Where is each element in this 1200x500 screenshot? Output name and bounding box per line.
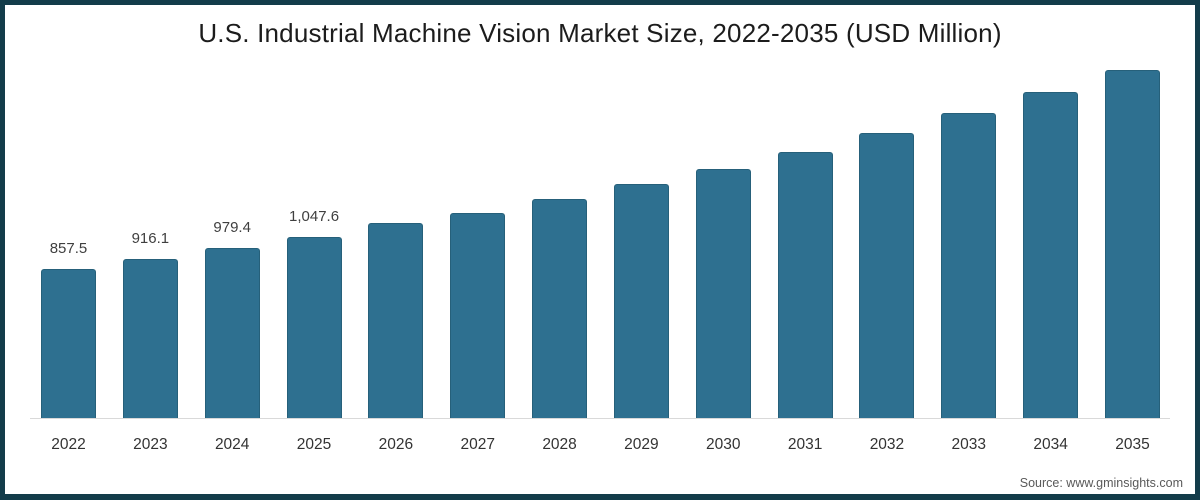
bar-2028 xyxy=(532,198,588,418)
x-tick-2028: 2028 xyxy=(542,436,577,453)
x-tick-2029: 2029 xyxy=(624,436,659,453)
x-tick-2035: 2035 xyxy=(1115,436,1150,453)
bar-column-2023: 916.1 xyxy=(122,230,178,418)
x-tick-2025: 2025 xyxy=(296,436,332,453)
bar-value-label-2025: 1,047.6 xyxy=(289,207,340,225)
x-axis-line xyxy=(30,418,1170,419)
bar-2032 xyxy=(859,133,915,418)
bar-column-2026 xyxy=(368,223,424,418)
bar-column-2027 xyxy=(450,212,506,418)
bar-value-label-2023: 916.1 xyxy=(131,230,170,248)
x-tick-2023: 2023 xyxy=(133,436,168,453)
x-tick-2026: 2026 xyxy=(378,436,414,453)
bar-column-2034 xyxy=(1023,92,1079,418)
x-tick-2034: 2034 xyxy=(1033,436,1068,453)
bar-2026 xyxy=(368,223,424,418)
bar-2023 xyxy=(122,259,178,418)
bar-column-2025: 1,047.6 xyxy=(286,207,342,418)
x-tick-2031: 2031 xyxy=(787,436,823,453)
x-tick-2022: 2022 xyxy=(51,436,86,453)
bar-column-2029 xyxy=(613,184,669,418)
bar-column-2035 xyxy=(1104,69,1160,418)
x-tick-2030: 2030 xyxy=(706,436,741,453)
bar-2031 xyxy=(777,152,833,418)
bar-column-2022: 857.5 xyxy=(41,240,96,418)
bar-column-2031 xyxy=(777,152,833,418)
bar-2033 xyxy=(941,113,997,418)
x-axis-labels: 2022 2023 2024 2025 2026 2027 2028 2029 2030 2031… xyxy=(41,436,1160,454)
bar-2034 xyxy=(1023,92,1079,418)
x-tick-2033: 2033 xyxy=(951,436,987,453)
bar-column-2028 xyxy=(532,198,588,418)
bar-2035 xyxy=(1104,69,1160,418)
bar-2030 xyxy=(695,168,751,418)
bar-column-2024: 979.4 xyxy=(204,219,260,418)
x-tick-2032: 2032 xyxy=(869,436,905,453)
bar-2024 xyxy=(204,248,260,418)
x-tick-2024: 2024 xyxy=(214,436,250,453)
x-tick-2027: 2027 xyxy=(460,436,495,453)
bar-value-label-2024: 979.4 xyxy=(213,219,251,237)
chart-title: U.S. Industrial Machine Vision Market Si… xyxy=(198,18,1002,48)
bar-column-2030 xyxy=(695,168,751,418)
bar-2025 xyxy=(286,236,342,418)
bar-column-2033 xyxy=(941,113,997,418)
source-text: Source: www.gminsights.com xyxy=(1019,476,1183,490)
bar-value-label-2022: 857.5 xyxy=(49,240,88,258)
bars-area: 857.5 916.1 979.4 1,047.6 xyxy=(41,58,1160,418)
bar-2022 xyxy=(41,269,96,418)
bar-2029 xyxy=(613,184,669,418)
bar-column-2032 xyxy=(859,133,915,418)
bar-2027 xyxy=(450,212,506,418)
